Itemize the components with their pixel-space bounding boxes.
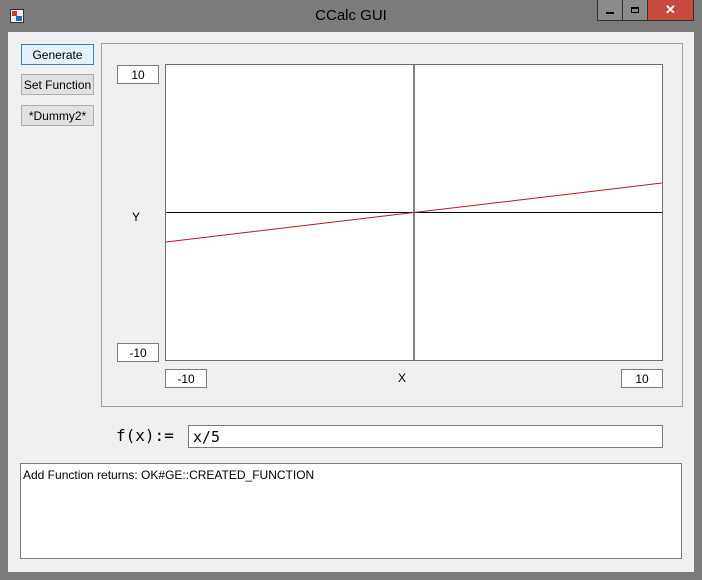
minimize-icon [606, 12, 614, 14]
set-function-button[interactable]: Set Function [21, 74, 94, 95]
generate-button[interactable]: Generate [21, 44, 94, 65]
close-icon: ✕ [665, 2, 676, 17]
x-min-box[interactable]: -10 [165, 369, 207, 388]
y-min-box[interactable]: -10 [117, 343, 159, 362]
close-button[interactable]: ✕ [647, 0, 694, 21]
plot-svg [166, 65, 662, 360]
plot-canvas [165, 64, 663, 361]
title-bar[interactable]: CCalc GUI ✕ [0, 0, 702, 32]
function-input[interactable] [188, 425, 663, 448]
function-label: f(x):= [116, 426, 174, 445]
y-max-box[interactable]: 10 [117, 65, 159, 84]
x-max-box[interactable]: 10 [621, 369, 663, 388]
x-axis-label: X [398, 371, 407, 385]
dummy2-button[interactable]: *Dummy2* [21, 105, 94, 126]
function-curve-0 [166, 182, 662, 243]
client-area: Generate Set Function *Dummy2* 10 Y -10 … [8, 32, 694, 572]
maximize-button[interactable] [622, 0, 648, 21]
maximize-icon [631, 7, 639, 13]
minimize-button[interactable] [597, 0, 623, 21]
output-log[interactable]: Add Function returns: OK#GE::CREATED_FUN… [20, 463, 682, 559]
app-icon[interactable] [10, 9, 24, 23]
window-title: CCalc GUI [315, 7, 387, 24]
y-axis-label: Y [132, 210, 141, 224]
